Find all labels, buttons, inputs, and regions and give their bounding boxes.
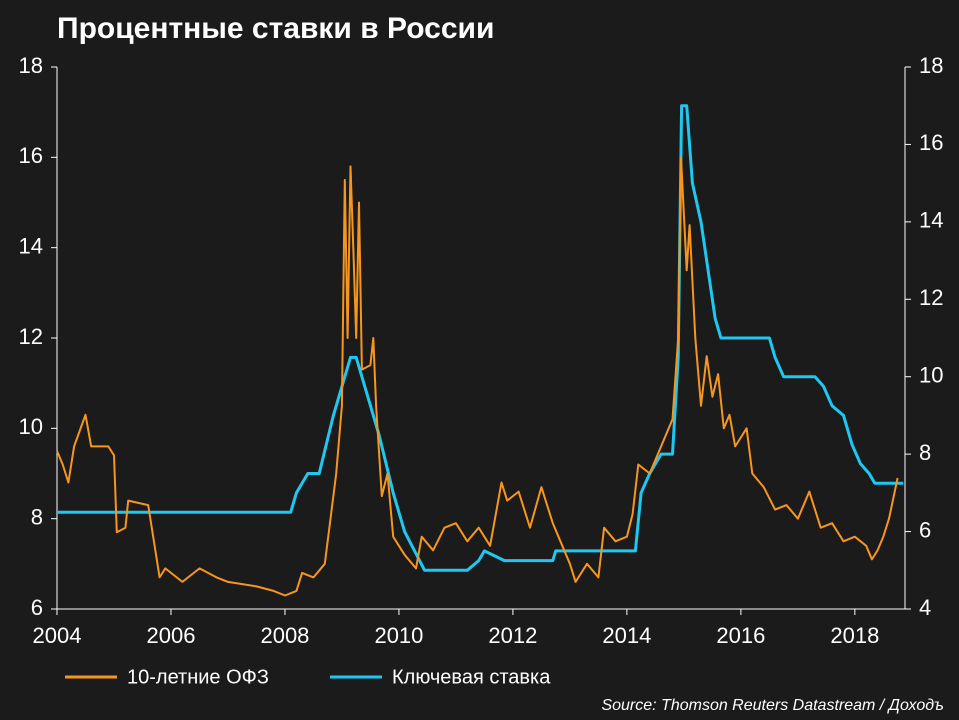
y-tick-label: 10: [19, 414, 43, 439]
y2-tick-label: 10: [919, 363, 943, 388]
series-line: [56, 156, 899, 597]
y2-tick-label: 18: [919, 53, 943, 78]
y-tick-label: 8: [31, 504, 43, 529]
y-tick-label: 14: [19, 233, 43, 258]
x-tick-label: 2008: [260, 623, 309, 648]
y-tick-label: 18: [19, 53, 43, 78]
x-tick-label: 2010: [374, 623, 423, 648]
y2-tick-label: 6: [919, 517, 931, 542]
legend-label: Ключевая ставка: [392, 666, 551, 688]
x-tick-label: 2018: [830, 623, 879, 648]
y-tick-label: 16: [19, 143, 43, 168]
legend-label: 10-летние ОФЗ: [127, 666, 269, 688]
y-tick-label: 12: [19, 324, 43, 349]
y2-tick-label: 16: [919, 130, 943, 155]
source: Source: Thomson Reuters Datastream / Дох…: [601, 697, 944, 714]
y2-tick-label: 8: [919, 440, 931, 465]
x-tick-label: 2012: [488, 623, 537, 648]
chart-title: Процентные ставки в России: [57, 12, 494, 45]
y2-tick-label: 14: [919, 208, 943, 233]
x-tick-label: 2006: [147, 623, 196, 648]
x-tick-label: 2016: [716, 623, 765, 648]
y2-tick-label: 12: [919, 285, 943, 310]
x-tick-label: 2004: [33, 623, 82, 648]
y-tick-label: 6: [31, 595, 43, 620]
x-tick-label: 2014: [602, 623, 651, 648]
y2-tick-label: 4: [919, 595, 931, 620]
